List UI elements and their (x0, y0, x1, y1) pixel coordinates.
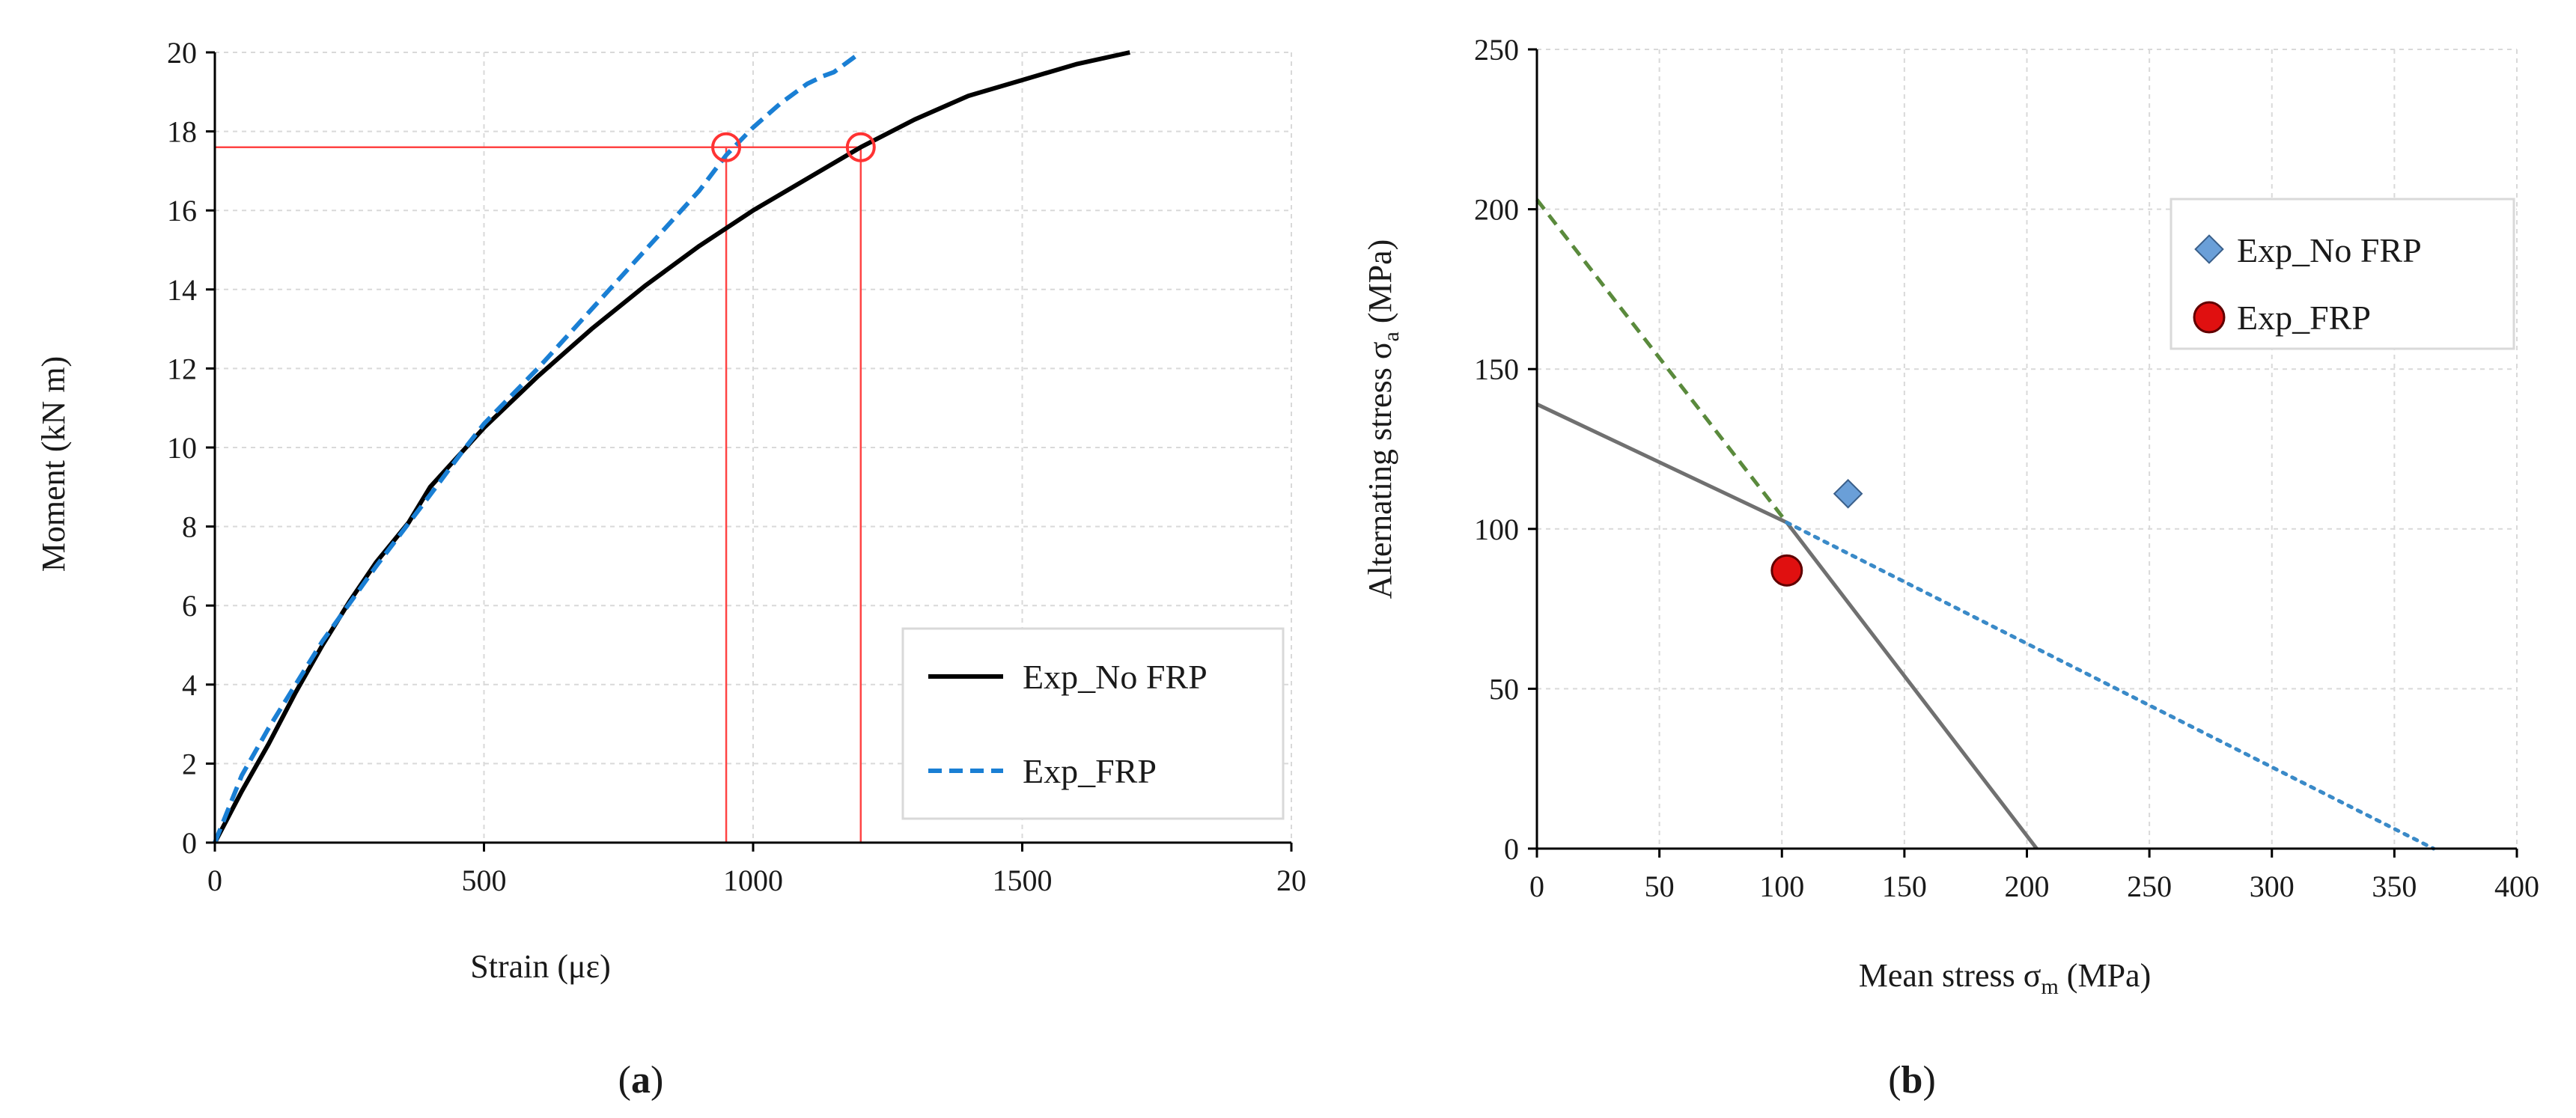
chart-a-legend-label-no-frp: Exp_No FRP (1023, 658, 1208, 696)
chart-a-x-tick-label: 20 (1276, 864, 1306, 897)
chart-b-y-tick-label: 250 (1474, 33, 1519, 67)
chart-b-legend-marker-frp (2193, 301, 2226, 334)
chart-b-x-tick-label: 50 (1645, 870, 1675, 903)
chart-b-legend-label-no-frp: Exp_No FRP (2237, 231, 2422, 269)
chart-b-y-tick-label: 50 (1489, 672, 1519, 706)
chart-b: 0 50 100 150 200 250 300 350 400 0 50 100 150 200 250… (1362, 33, 2539, 1102)
chart-b-y-tick-label: 150 (1474, 352, 1519, 386)
chart-a-x-tick-label: 1000 (723, 864, 783, 897)
chart-a-x-ticks: 0 500 1000 1500 20 (207, 843, 1306, 897)
chart-a-y-tick-label: 0 (182, 826, 197, 860)
chart-a-y-tick-label: 10 (167, 431, 197, 465)
chart-b-line-green-dashed (1535, 198, 1788, 524)
chart-a-x-axis-title: Strain (με) (470, 948, 610, 985)
chart-a-marker-circle (711, 132, 742, 162)
chart-b-legend: Exp_No FRP Exp_FRP (2169, 198, 2515, 350)
chart-b-x-tick-label: 100 (1759, 870, 1804, 903)
chart-a-y-tick-label: 18 (167, 115, 197, 149)
chart-b-y-tick-label: 100 (1474, 513, 1519, 546)
chart-b-grid (1537, 49, 2518, 849)
chart-a-legend: Exp_No FRP Exp_FRP (901, 627, 1285, 820)
chart-b-y-ticks: 0 50 100 150 200 250 (1474, 33, 1537, 866)
chart-b-legend-label-frp: Exp_FRP (2237, 299, 2371, 337)
chart-b-x-axis-title: Mean stress σm (MPa) (1859, 957, 2151, 999)
chart-b-x-tick-label: 0 (1529, 870, 1544, 903)
chart-a-y-tick-label: 8 (182, 510, 197, 544)
chart-a-series (213, 50, 1130, 844)
chart-a-y-axis-title: Moment (kN m) (35, 356, 72, 572)
chart-b-y-tick-label: 0 (1504, 832, 1519, 866)
chart-a-markers (711, 132, 876, 162)
chart-a-x-tick-label: 500 (462, 864, 507, 897)
chart-b-legend-marker-no-frp (2194, 234, 2224, 264)
chart-b-lines (1535, 198, 2436, 851)
chart-a-legend-label-frp: Exp_FRP (1023, 752, 1157, 790)
chart-b-y-tick-label: 200 (1474, 193, 1519, 227)
chart-a-x-tick-label: 0 (207, 864, 222, 897)
chart-a-series-frp-line (213, 50, 862, 844)
chart-a-y-ticks: 0 2 4 6 8 10 12 14 16 18 20 (167, 36, 215, 860)
chart-b-points (1770, 479, 1863, 587)
chart-a-y-tick-label: 6 (182, 589, 197, 623)
chart-b-line-blue-dotted (1785, 520, 2436, 851)
chart-b-legend-box (2169, 198, 2515, 350)
chart-a-y-tick-label: 12 (167, 352, 197, 385)
chart-b-y-axis-title: Alternating stress σa (MPa) (1362, 239, 1404, 599)
chart-b-line-gray-solid-upper (1535, 402, 1788, 525)
chart-a-y-tick-label: 16 (167, 194, 197, 227)
chart-a-panel-label: (a) (618, 1059, 664, 1102)
chart-a-series-no-frp-line (213, 50, 1130, 844)
chart-b-x-tick-label: 250 (2127, 870, 2172, 903)
chart-b-x-tick-label: 150 (1882, 870, 1927, 903)
chart-b-point-no-frp (1833, 479, 1863, 509)
chart-b-x-tick-label: 200 (2005, 870, 2050, 903)
chart-b-x-tick-label: 350 (2372, 870, 2417, 903)
chart-b-point-frp (1770, 554, 1803, 587)
chart-a-legend-box (901, 627, 1285, 820)
chart-a: 0 500 1000 1500 20 0 2 4 6 8 10 12 14 16 18 20 Strain … (35, 36, 1306, 1102)
chart-a-x-tick-label: 1500 (993, 864, 1053, 897)
chart-b-x-tick-label: 300 (2250, 870, 2295, 903)
chart-b-panel-label: (b) (1888, 1059, 1936, 1102)
chart-a-y-tick-label: 20 (167, 36, 197, 70)
chart-a-reference-lines (215, 146, 862, 843)
chart-a-y-tick-label: 14 (167, 273, 197, 307)
chart-a-y-tick-label: 4 (182, 668, 197, 702)
chart-b-line-gray-solid-lower (1785, 521, 2038, 850)
chart-a-y-tick-label: 2 (182, 747, 197, 781)
chart-b-x-tick-label: 400 (2494, 870, 2539, 903)
chart-a-marker-circle (845, 132, 876, 162)
chart-b-x-ticks: 0 50 100 150 200 250 300 350 400 (1529, 849, 2539, 903)
